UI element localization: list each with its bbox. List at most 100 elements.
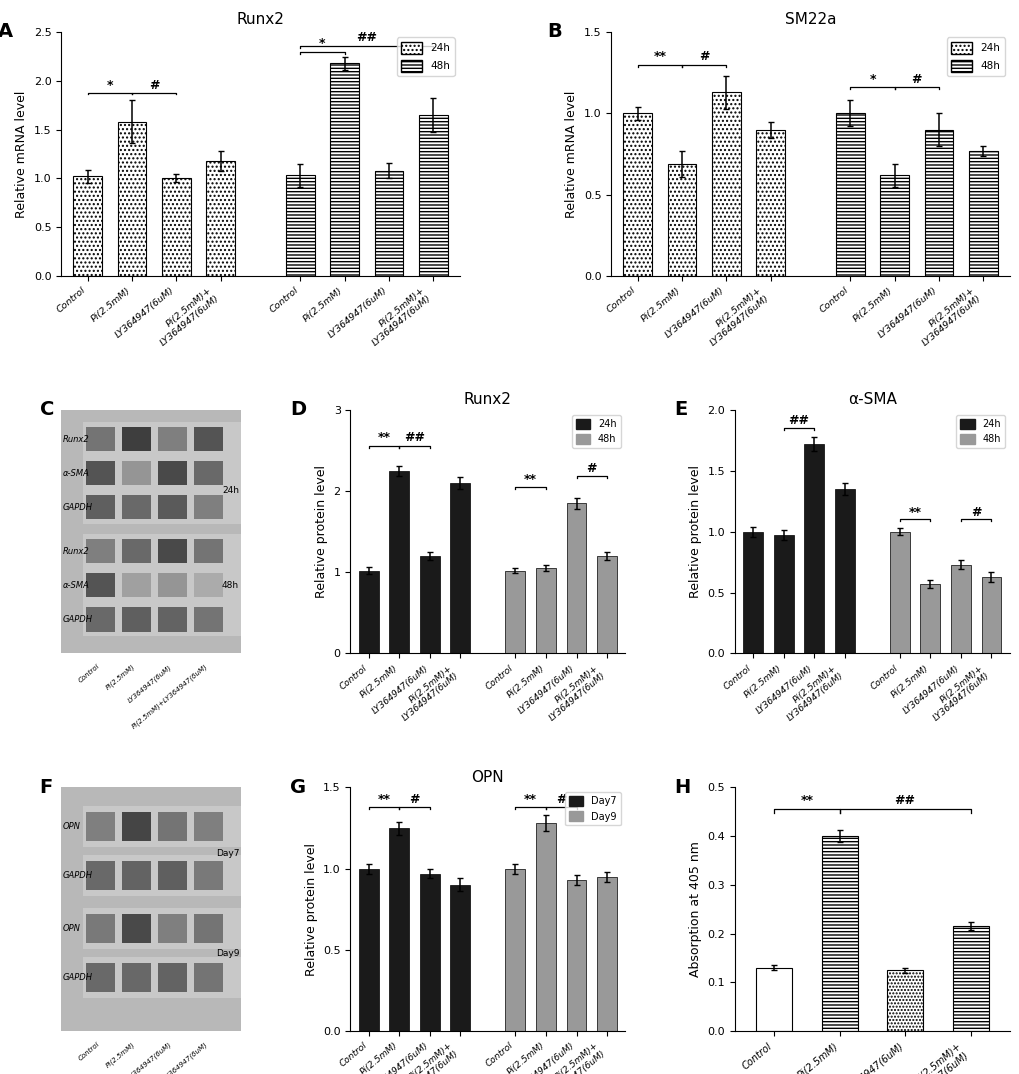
Text: #: # [409,793,420,806]
Bar [596,556,616,653]
Bar [566,880,586,1031]
Bar [83,806,257,847]
Bar [923,130,953,276]
Bar [285,175,315,276]
Bar [194,495,223,520]
Bar [194,539,223,563]
Bar [122,426,151,451]
Text: ##: ## [356,31,377,44]
Text: OPN: OPN [63,925,81,933]
Bar [83,603,257,637]
Bar [122,461,151,485]
Text: Pi(2.5mM): Pi(2.5mM) [105,663,137,692]
Text: #: # [911,73,921,86]
Y-axis label: Relative protein level: Relative protein level [305,843,317,976]
Bar [359,570,378,653]
Bar [122,539,151,563]
Bar [374,171,403,276]
Bar [450,885,470,1031]
Text: H: H [674,778,690,797]
Bar [122,812,151,841]
Bar [83,456,257,490]
Bar [420,873,439,1031]
Bar [73,176,102,276]
Text: **: ** [524,473,537,485]
Bar [596,876,616,1031]
Bar [889,532,909,653]
Bar [389,828,409,1031]
Bar [83,855,257,896]
Bar [158,914,186,943]
Bar [87,962,115,992]
Bar [87,495,115,520]
Bar [87,426,115,451]
Bar [83,909,257,949]
Bar [162,178,191,276]
Bar [122,914,151,943]
Bar [122,860,151,889]
Title: OPN: OPN [471,770,503,785]
Y-axis label: Absorption at 405 nm: Absorption at 405 nm [688,841,701,977]
Text: Control: Control [77,663,101,684]
Bar [450,483,470,653]
Text: OPN: OPN [63,822,81,831]
Bar [952,926,987,1031]
Text: 24h: 24h [222,485,238,495]
Bar [158,539,186,563]
Bar [87,574,115,597]
Bar [194,426,223,451]
Bar [968,150,997,276]
Legend: Day7, Day9: Day7, Day9 [565,793,620,826]
Bar [158,812,186,841]
Bar [419,115,447,276]
Bar [755,130,785,276]
Text: *: * [319,38,325,50]
Text: **: ** [908,506,921,519]
Bar [83,568,257,603]
Bar [505,570,525,653]
Bar [194,812,223,841]
Legend: 24h, 48h: 24h, 48h [572,415,620,448]
Text: *: * [868,73,875,86]
Title: Runx2: Runx2 [464,392,512,407]
Bar [330,63,359,276]
Bar [536,823,555,1031]
Bar [194,914,223,943]
Bar [505,869,525,1031]
Bar [206,161,234,276]
Bar [359,869,378,1031]
Bar [83,490,257,524]
Bar [117,121,147,276]
Text: **: ** [524,793,537,806]
Bar [87,812,115,841]
Bar [83,422,257,456]
Bar [158,495,186,520]
Bar [887,970,922,1031]
Text: B: B [547,23,561,42]
Bar [83,957,257,998]
Text: Pi(2.5mM)+LY364947(6uM): Pi(2.5mM)+LY364947(6uM) [130,1041,209,1074]
Bar [87,914,115,943]
Bar [879,175,908,276]
Title: SM22a: SM22a [784,12,836,27]
Text: ##: ## [894,795,915,808]
Text: GAPDH: GAPDH [63,871,93,880]
Bar [158,607,186,632]
Bar [122,574,151,597]
Text: *: * [107,78,113,91]
Bar [122,962,151,992]
Text: Pi(2.5mM): Pi(2.5mM) [105,1041,137,1069]
Bar [158,426,186,451]
Bar [87,539,115,563]
Y-axis label: Relative protein level: Relative protein level [688,465,701,598]
Y-axis label: Relative mRNA level: Relative mRNA level [15,90,29,218]
Bar [194,962,223,992]
Text: ##: ## [788,413,809,426]
Bar [420,556,439,653]
Text: #: # [586,462,596,476]
Y-axis label: Relative protein level: Relative protein level [315,465,328,598]
Bar [87,461,115,485]
Text: G: G [289,778,306,797]
Bar [158,461,186,485]
Bar [950,565,970,653]
